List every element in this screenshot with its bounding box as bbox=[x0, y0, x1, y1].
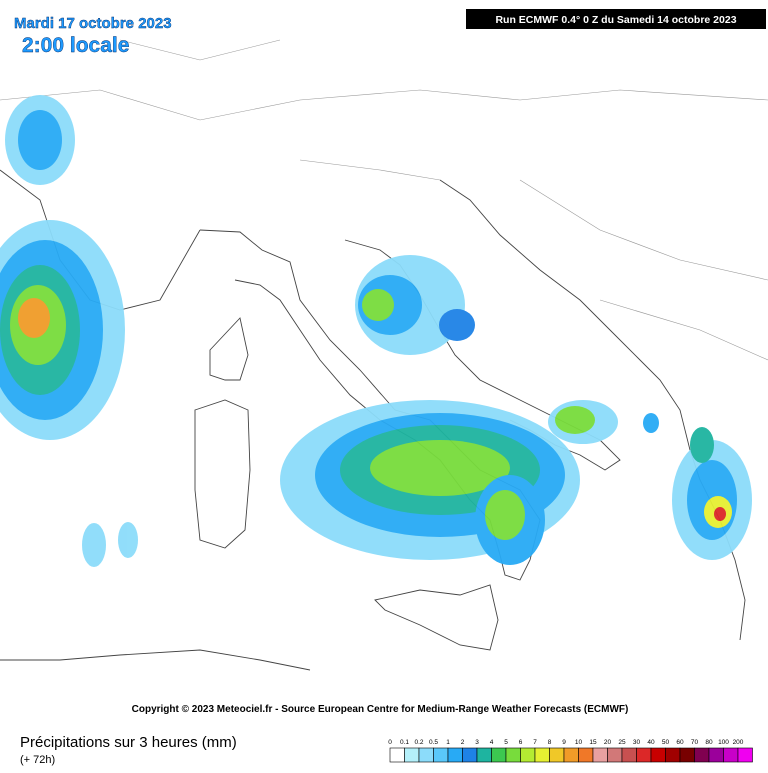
legend-label: 80 bbox=[705, 739, 713, 746]
date: Mardi 17 octobre 2023 bbox=[14, 15, 172, 32]
legend-swatch bbox=[418, 747, 434, 763]
legend-label: 100 bbox=[718, 739, 729, 746]
legend-swatch bbox=[578, 747, 594, 763]
run-box bbox=[466, 9, 766, 29]
legend-swatch bbox=[621, 747, 637, 763]
run: Run ECMWF 0.4° 0 Z du Samedi 14 octobre … bbox=[495, 14, 736, 26]
legend-label: 60 bbox=[676, 739, 684, 746]
legend-swatch bbox=[534, 747, 550, 763]
legend-label: 50 bbox=[662, 739, 670, 746]
legend-label: 8 bbox=[548, 739, 552, 746]
legend-swatch bbox=[592, 747, 608, 763]
legend-swatch bbox=[737, 747, 753, 763]
legend-label: 30 bbox=[633, 739, 641, 746]
footer-lead: (+ 72h) bbox=[20, 754, 55, 766]
legend-swatch bbox=[723, 747, 739, 763]
legend-swatch bbox=[389, 747, 405, 763]
sardinia bbox=[194, 399, 251, 549]
legend-swatch bbox=[520, 747, 536, 763]
legend-label: 1 bbox=[446, 739, 450, 746]
legend-label: 5 bbox=[504, 739, 508, 746]
legend-swatch bbox=[665, 747, 681, 763]
sicily bbox=[374, 584, 499, 651]
legend-swatch bbox=[694, 747, 710, 763]
legend-label: 40 bbox=[647, 739, 655, 746]
legend-label: 7 bbox=[533, 739, 537, 746]
italy-coast bbox=[199, 229, 541, 581]
legend-swatch bbox=[491, 747, 507, 763]
legend-label: 15 bbox=[589, 739, 597, 746]
footer-title: Précipitations sur 3 heures (mm) bbox=[20, 734, 237, 751]
africa-coast bbox=[0, 649, 311, 671]
legend-label: 10 bbox=[575, 739, 583, 746]
legend-swatch bbox=[650, 747, 666, 763]
legend-swatch bbox=[433, 747, 449, 763]
legend-label: 70 bbox=[691, 739, 699, 746]
legend-label: 3 bbox=[475, 739, 479, 746]
legend-swatch bbox=[636, 747, 652, 763]
legend-label: 4 bbox=[490, 739, 494, 746]
legend-label: 0 bbox=[388, 739, 392, 746]
legend-swatch bbox=[462, 747, 478, 763]
legend-label: 0.1 bbox=[400, 739, 409, 746]
legend-label: 200 bbox=[733, 739, 744, 746]
legend-label: 2 bbox=[461, 739, 465, 746]
legend-swatch bbox=[476, 747, 492, 763]
legend: 0 0.1 0.2 0.5 1 2 3 4 5 6 7 8 9 10 15 20 25 30 40 50 60 70 80 1… bbox=[388, 739, 753, 763]
legend-swatch bbox=[679, 747, 695, 763]
legend-label: 0.5 bbox=[429, 739, 438, 746]
corsica bbox=[209, 317, 249, 381]
legend-label: 20 bbox=[604, 739, 612, 746]
copyright: Copyright © 2023 Meteociel.fr - Source E… bbox=[132, 704, 629, 715]
legend-label: 0.2 bbox=[414, 739, 423, 746]
borders bbox=[0, 39, 768, 361]
legend-label: 9 bbox=[562, 739, 566, 746]
legend-swatch bbox=[563, 747, 579, 763]
legend-label: 6 bbox=[519, 739, 523, 746]
legend-label: 25 bbox=[618, 739, 626, 746]
time: 2:00 locale bbox=[22, 34, 129, 57]
legend-swatch bbox=[447, 747, 463, 763]
precip-areas bbox=[0, 95, 752, 567]
legend-swatch bbox=[708, 747, 724, 763]
legend-swatch bbox=[549, 747, 565, 763]
legend-swatch bbox=[505, 747, 521, 763]
legend-swatch bbox=[607, 747, 623, 763]
legend-swatch bbox=[404, 747, 420, 763]
